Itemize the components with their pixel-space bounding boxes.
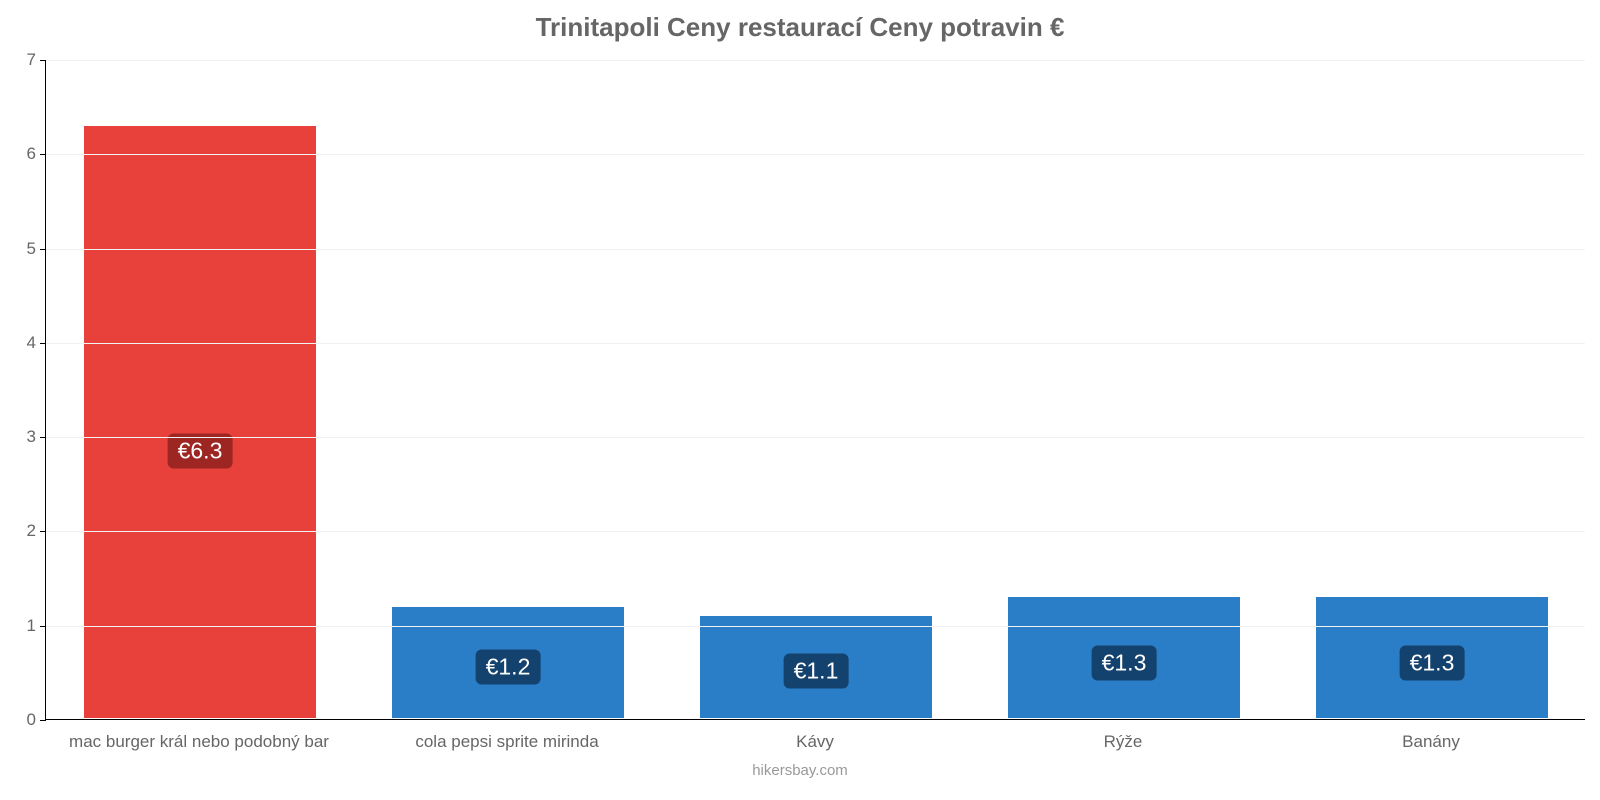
value-badge: €1.3 (1092, 645, 1157, 680)
y-tick-label: 2 (27, 521, 46, 541)
chart-container: Trinitapoli Ceny restaurací Ceny potravi… (0, 0, 1600, 800)
y-tick-label: 6 (27, 144, 46, 164)
bar: €6.3 (83, 125, 317, 719)
gridline (46, 60, 1585, 61)
bar: €1.1 (699, 615, 933, 719)
x-axis-label: mac burger král nebo podobný bar (69, 732, 329, 752)
bar: €1.3 (1315, 596, 1549, 719)
y-tick-label: 3 (27, 427, 46, 447)
y-tick-label: 7 (27, 50, 46, 70)
x-axis-label: Rýže (1104, 732, 1143, 752)
gridline (46, 154, 1585, 155)
y-tick-label: 1 (27, 616, 46, 636)
gridline (46, 343, 1585, 344)
bar: €1.3 (1007, 596, 1241, 719)
y-tick-label: 4 (27, 333, 46, 353)
x-axis-label: Banány (1402, 732, 1460, 752)
x-axis-label: Kávy (796, 732, 834, 752)
value-badge: €1.1 (784, 654, 849, 689)
gridline (46, 437, 1585, 438)
chart-title: Trinitapoli Ceny restaurací Ceny potravi… (0, 12, 1600, 43)
gridline (46, 531, 1585, 532)
bars-layer: €6.3 €1.2 €1.1 €1.3 €1.3 (46, 60, 1585, 719)
y-tick-label: 5 (27, 239, 46, 259)
value-badge: €1.2 (476, 650, 541, 685)
gridline (46, 626, 1585, 627)
x-axis-label: cola pepsi sprite mirinda (415, 732, 598, 752)
plot-area: €6.3€1.2€1.1€1.3€1.3 01234567 (45, 60, 1585, 720)
gridline (46, 249, 1585, 250)
y-tick-label: 0 (27, 710, 46, 730)
bar: €1.2 (391, 606, 625, 719)
footer-credit: hikersbay.com (0, 762, 1600, 779)
value-badge: €1.3 (1400, 645, 1465, 680)
value-badge: €6.3 (168, 433, 233, 468)
